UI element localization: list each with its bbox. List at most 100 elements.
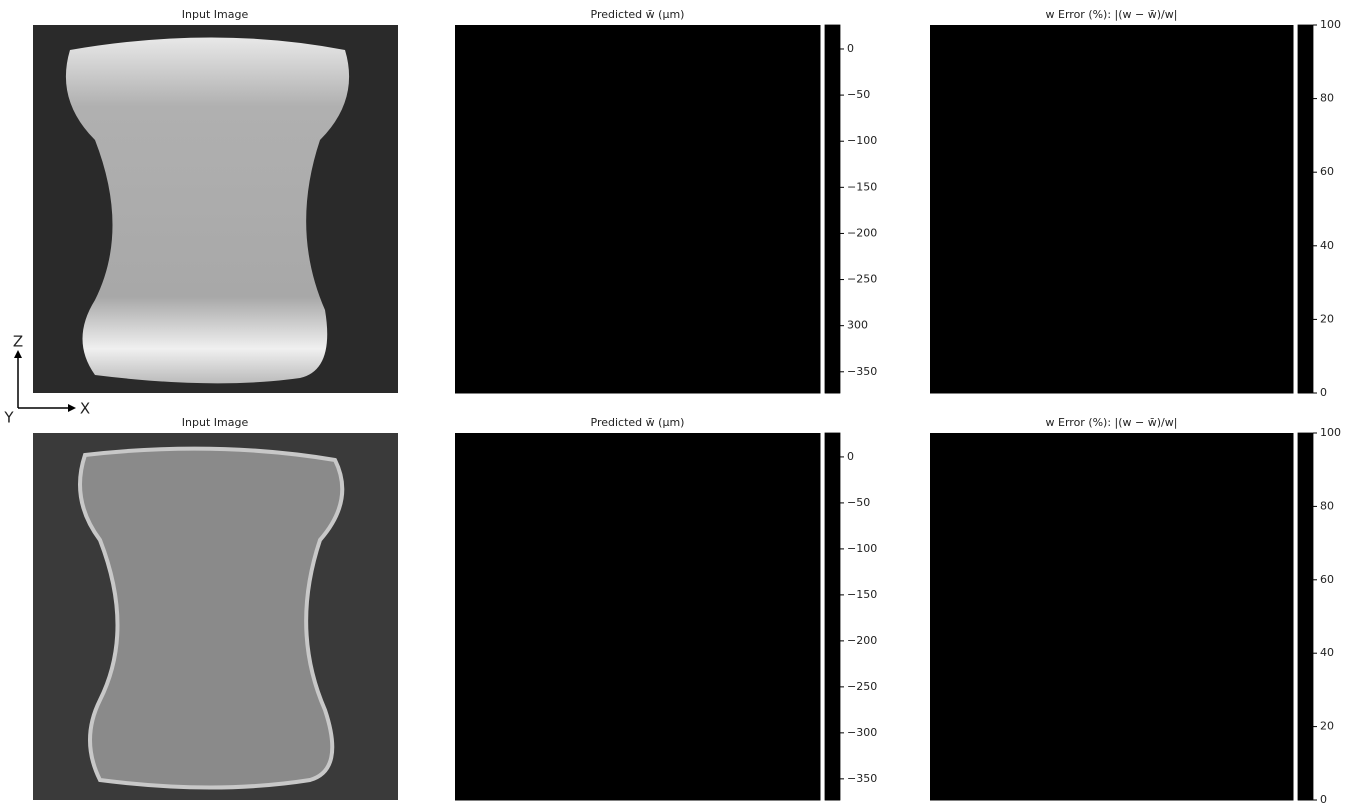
heatmap-cell	[1075, 617, 1112, 654]
heatmap-cell	[711, 433, 748, 470]
colorbar-segment	[1298, 307, 1313, 314]
heatmap-cell	[1003, 99, 1040, 136]
colorbar-segment	[825, 258, 840, 265]
heatmap-cell	[1075, 470, 1112, 507]
heatmap-cell	[492, 209, 529, 246]
heatmap-cell	[930, 99, 967, 136]
heatmap-cell	[601, 653, 638, 690]
heatmap-cell	[492, 25, 529, 62]
heatmap-cell	[492, 470, 529, 507]
heatmap-cell	[601, 135, 638, 172]
colorbar-segment	[825, 574, 840, 581]
colorbar-segment	[825, 794, 840, 801]
panel-title: w Error (%): |(w − w̄)/w|	[1046, 8, 1178, 21]
colorbar-segment	[1298, 531, 1313, 538]
heatmap-cell	[601, 172, 638, 209]
heatmap-cell	[674, 135, 711, 172]
heatmap-cell	[1039, 727, 1076, 764]
colorbar-segment	[1298, 690, 1313, 697]
heatmap-cell	[784, 319, 821, 356]
heatmap-cell	[784, 763, 821, 800]
heatmap-cell	[565, 763, 602, 800]
heatmap-cell	[565, 283, 602, 320]
heatmap-cell	[1039, 99, 1076, 136]
colorbar-segment	[825, 586, 840, 593]
heatmap-cell	[1148, 62, 1185, 99]
heatmap-cell	[1257, 356, 1294, 393]
heatmap-cell	[455, 356, 492, 393]
heatmap-cell	[1003, 433, 1040, 470]
heatmap-cell	[784, 246, 821, 283]
heatmap-cell	[784, 580, 821, 617]
heatmap-cell	[1220, 506, 1257, 543]
heatmap-cell	[711, 135, 748, 172]
colorbar-segment	[1298, 350, 1313, 357]
heatmap-cell	[455, 506, 492, 543]
heatmap-cell	[1039, 172, 1076, 209]
colorbar-segment	[825, 172, 840, 179]
heatmap-cell	[711, 209, 748, 246]
colorbar-segment	[825, 166, 840, 173]
heatmap-cell	[455, 763, 492, 800]
colorbar-tick-label: 0	[1320, 386, 1327, 399]
heatmap-cell	[1257, 543, 1294, 580]
colorbar-segment	[1298, 338, 1313, 345]
heatmap-cell	[528, 763, 565, 800]
colorbar-segment	[1298, 37, 1313, 44]
heatmap-cell	[455, 62, 492, 99]
heatmap-cell	[601, 727, 638, 764]
heatmap-cell	[930, 617, 967, 654]
colorbar-segment	[1298, 92, 1313, 99]
colorbar-tick-label: 0	[1320, 793, 1327, 806]
heatmap-cell	[1220, 135, 1257, 172]
heatmap-cell	[528, 470, 565, 507]
heatmap-cell	[966, 580, 1003, 617]
heatmap-cell	[1220, 356, 1257, 393]
heatmap-cell	[1075, 209, 1112, 246]
heatmap-cell	[638, 543, 675, 580]
heatmap-cell	[492, 763, 529, 800]
colorbar-segment	[825, 117, 840, 124]
colorbar-segment	[825, 561, 840, 568]
colorbar-segment	[825, 690, 840, 697]
colorbar-segment	[1298, 234, 1313, 241]
heatmap-cell	[930, 172, 967, 209]
colorbar-segment	[825, 80, 840, 87]
heatmap-cell	[966, 470, 1003, 507]
colorbar-segment	[1298, 769, 1313, 776]
colorbar-segment	[1298, 702, 1313, 709]
colorbar-segment	[1298, 464, 1313, 471]
heatmap-cell	[601, 99, 638, 136]
colorbar-segment	[1298, 74, 1313, 81]
heatmap-cell	[930, 470, 967, 507]
heatmap-cell	[1039, 653, 1076, 690]
heatmap-cell	[1112, 690, 1149, 727]
heatmap-cell	[930, 283, 967, 320]
colorbar-segment	[1298, 647, 1313, 654]
colorbar-segment	[1298, 672, 1313, 679]
colorbar-segment	[825, 506, 840, 513]
heatmap-cell	[638, 319, 675, 356]
heatmap-cell	[455, 319, 492, 356]
colorbar-segment	[825, 592, 840, 599]
heatmap-cell	[747, 653, 784, 690]
heatmap-cell	[674, 617, 711, 654]
colorbar-tick-label: −300	[847, 726, 877, 739]
heatmap-cell	[966, 356, 1003, 393]
heatmap-cell	[1184, 172, 1221, 209]
colorbar-segment	[825, 702, 840, 709]
heatmap-cell	[1220, 62, 1257, 99]
colorbar-segment	[825, 525, 840, 532]
heatmap-cell	[711, 246, 748, 283]
heatmap-cell	[492, 543, 529, 580]
heatmap-cell	[1184, 470, 1221, 507]
colorbar-tick-label: 20	[1320, 312, 1334, 325]
colorbar-segment	[1298, 154, 1313, 161]
heatmap-cell	[711, 617, 748, 654]
colorbar-segment	[825, 99, 840, 106]
heatmap-cell	[1075, 433, 1112, 470]
colorbar-segment	[1298, 482, 1313, 489]
colorbar-segment	[825, 234, 840, 241]
heatmap-cell	[711, 172, 748, 209]
heatmap-cell	[674, 209, 711, 246]
